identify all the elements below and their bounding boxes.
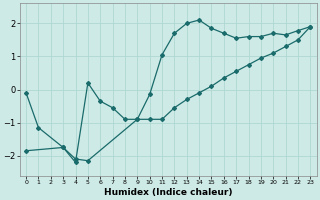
X-axis label: Humidex (Indice chaleur): Humidex (Indice chaleur) xyxy=(104,188,232,197)
